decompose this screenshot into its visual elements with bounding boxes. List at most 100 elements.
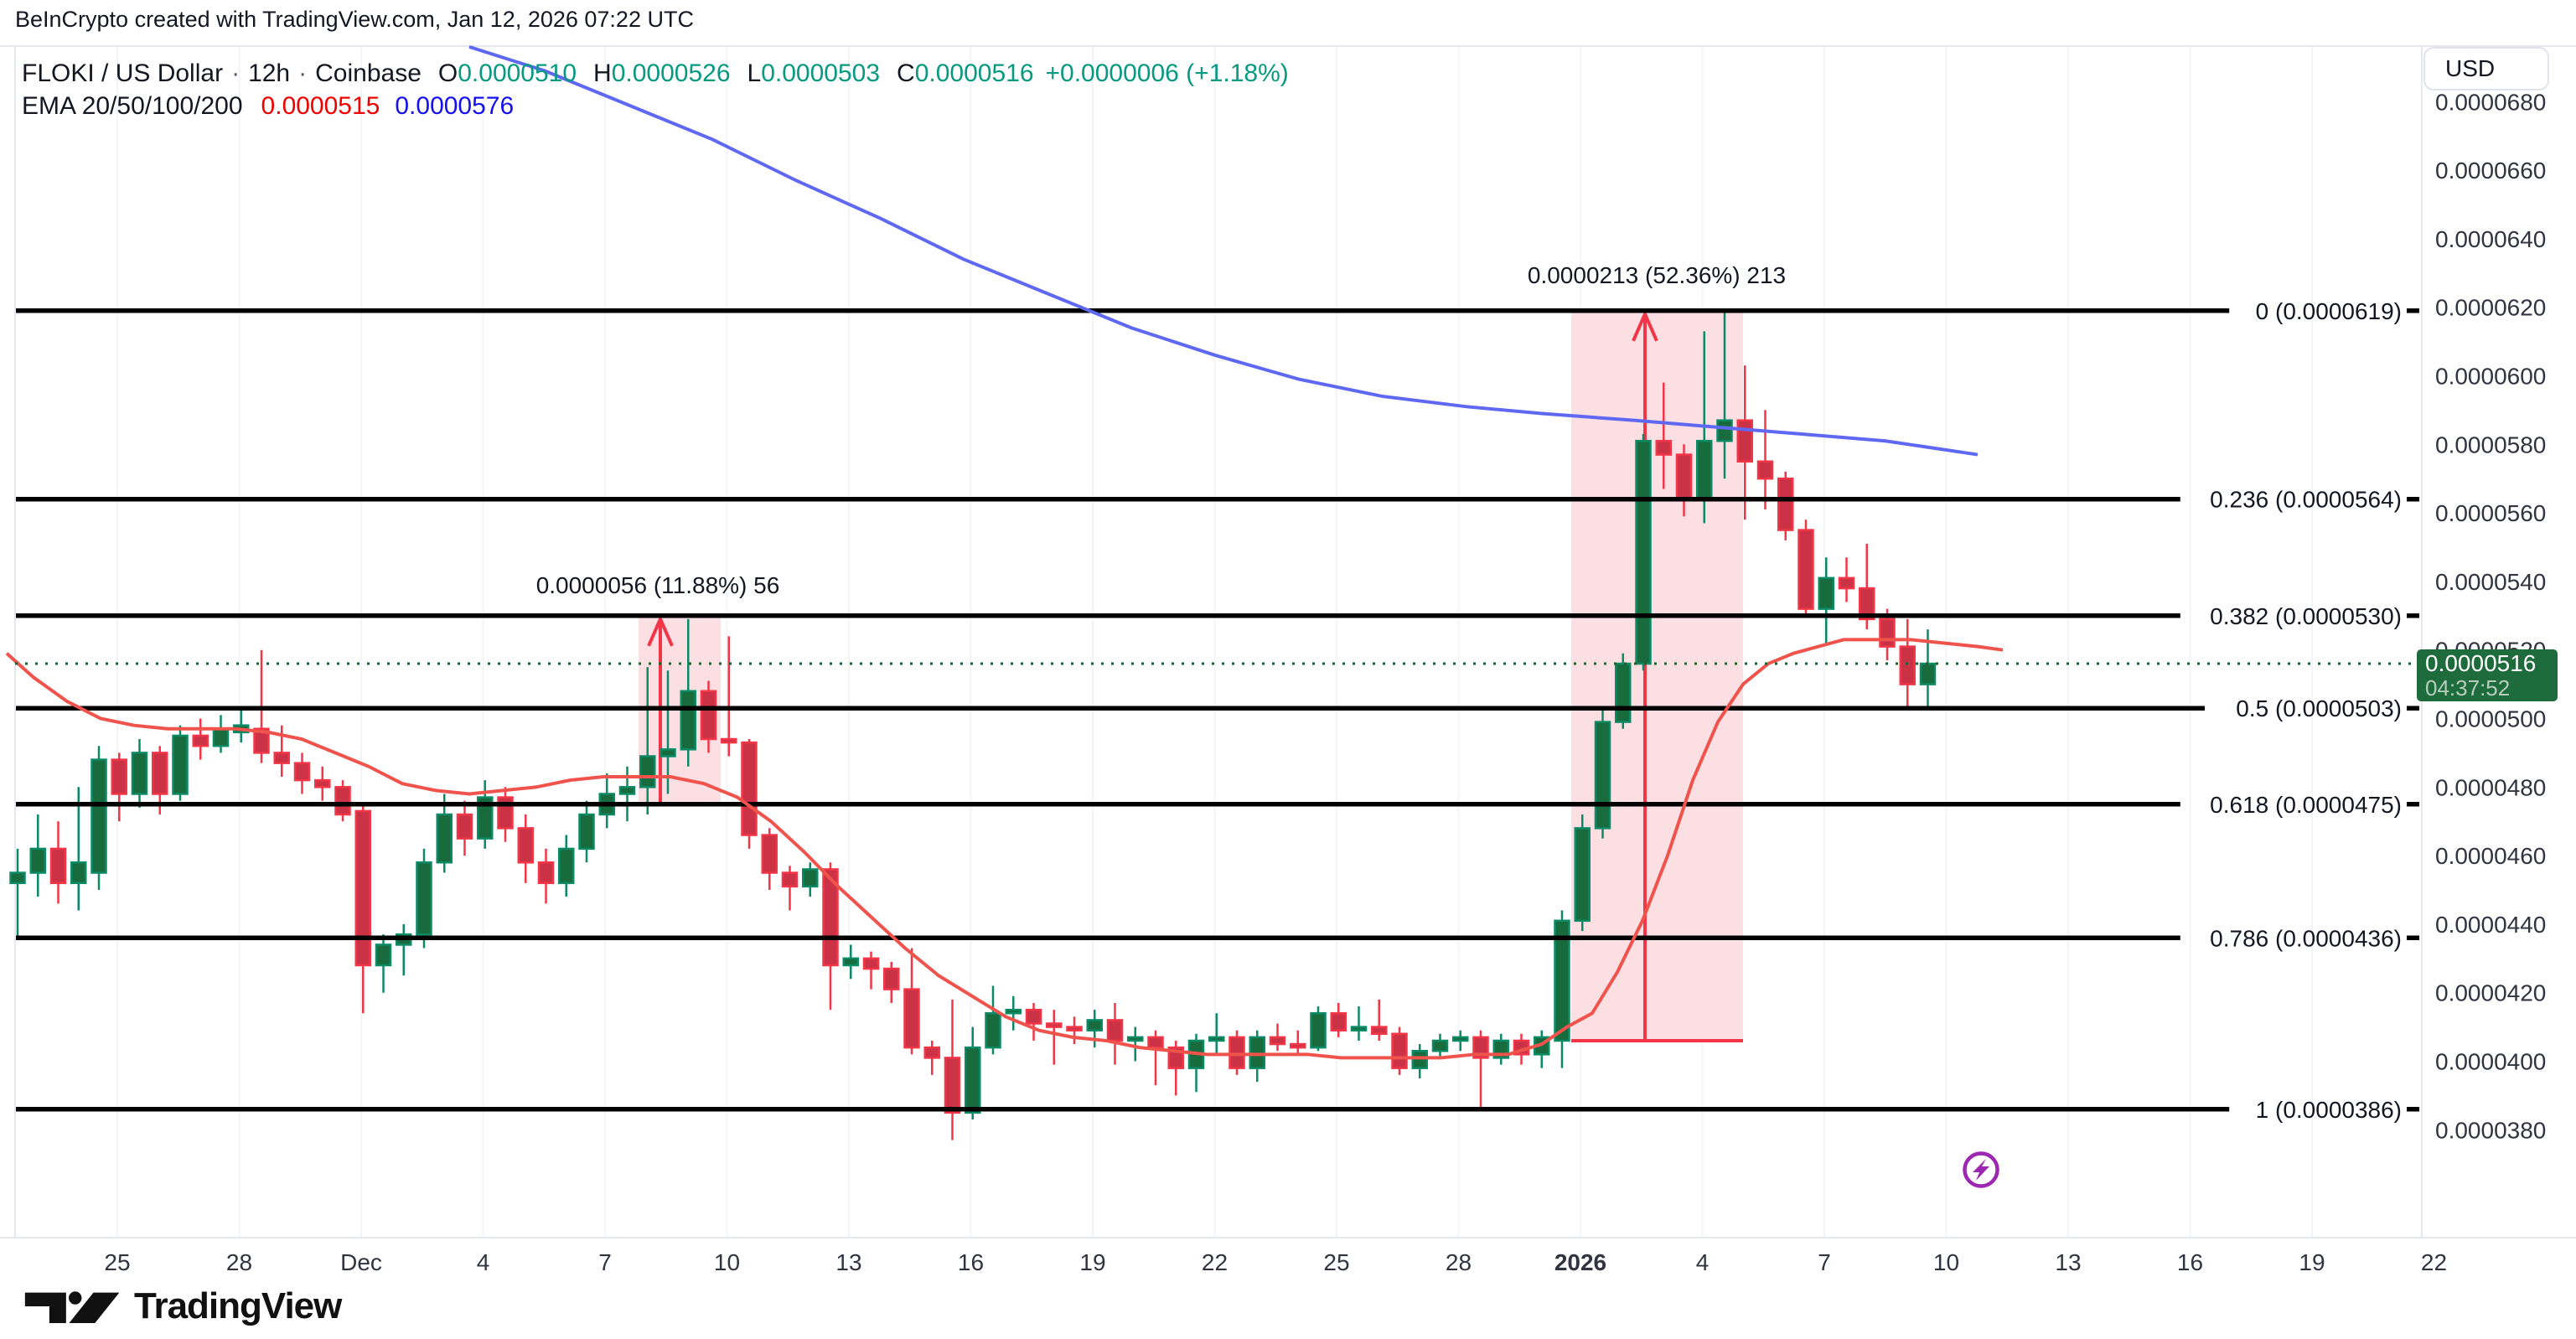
candle-body bbox=[578, 813, 595, 850]
badge-countdown: 04:37:52 bbox=[2425, 675, 2510, 701]
candle-body bbox=[965, 1046, 981, 1114]
attribution-text: BeInCrypto created with TradingView.com,… bbox=[15, 7, 694, 32]
close-value: 0.0000516 bbox=[914, 59, 1034, 87]
candle-body bbox=[1127, 1036, 1144, 1042]
price-tick-label: 0.0000480 bbox=[2435, 774, 2546, 800]
candle-body bbox=[1290, 1042, 1306, 1049]
price-axis: 0.0000680 0.0000660 0.0000640 0.0000620 0.00… bbox=[2435, 89, 2546, 1143]
symbol-title[interactable]: FLOKI / US Dollar bbox=[22, 59, 224, 87]
price-tick-label: 0.0000620 bbox=[2435, 295, 2546, 321]
price-tick-label: 0.0000540 bbox=[2435, 569, 2546, 595]
low-label: L bbox=[747, 59, 762, 87]
candle-body bbox=[436, 813, 453, 864]
price-tick-label: 0.0000600 bbox=[2435, 364, 2546, 390]
candle-body bbox=[944, 1057, 961, 1114]
candle-body bbox=[456, 813, 473, 840]
currency-label: USD bbox=[2445, 55, 2496, 81]
candle-body bbox=[1452, 1036, 1469, 1042]
candle-body bbox=[1269, 1036, 1286, 1046]
candle-body bbox=[802, 868, 819, 888]
candle-body bbox=[1554, 919, 1570, 1042]
candle-body bbox=[1615, 662, 1632, 723]
candle-body bbox=[1736, 419, 1753, 463]
fib-level-label: 0.5 (0.0000503) bbox=[2236, 695, 2402, 721]
candle-body bbox=[1818, 576, 1834, 610]
tradingview-mark-icon bbox=[24, 1291, 120, 1323]
time-tick-label: 10 bbox=[714, 1249, 740, 1275]
time-tick-label: 4 bbox=[1696, 1249, 1710, 1275]
price-tick-label: 0.0000580 bbox=[2435, 432, 2546, 458]
candle-body bbox=[416, 861, 432, 936]
measurement-label: 0.0000056 (11.88%) 56 bbox=[536, 572, 780, 598]
candle-body bbox=[639, 755, 656, 788]
candle-body bbox=[700, 690, 717, 741]
candle-body bbox=[49, 847, 67, 885]
time-tick-label: 7 bbox=[1818, 1249, 1831, 1275]
close-label: C bbox=[897, 59, 915, 87]
fib-level-label: 0.618 (0.0000475) bbox=[2210, 792, 2402, 818]
candle-body bbox=[111, 758, 127, 795]
price-tick-label: 0.0000680 bbox=[2435, 89, 2546, 115]
candle-body bbox=[1025, 1008, 1042, 1025]
tradingview-wordmark: TradingView bbox=[134, 1285, 342, 1326]
fib-level-label: 0.382 (0.0000530) bbox=[2210, 603, 2402, 629]
candle-body bbox=[273, 752, 290, 764]
candle-body bbox=[1229, 1036, 1245, 1069]
time-tick-label: 22 bbox=[1202, 1249, 1228, 1275]
ema-label[interactable]: EMA 20/50/100/200 bbox=[22, 92, 243, 120]
time-tick-label: 25 bbox=[104, 1249, 130, 1275]
ema-value-blue: 0.0000576 bbox=[395, 92, 515, 120]
candle-body bbox=[354, 809, 371, 967]
gridlines bbox=[116, 47, 2313, 1237]
candle-body bbox=[680, 690, 696, 751]
candle-body bbox=[1391, 1032, 1408, 1069]
separator: · bbox=[231, 59, 241, 87]
open-value: 0.0000510 bbox=[458, 59, 577, 87]
price-tick-label: 0.0000640 bbox=[2435, 226, 2546, 252]
time-tick-label: 13 bbox=[2055, 1249, 2081, 1275]
time-tick-label: 7 bbox=[598, 1249, 612, 1275]
fib-level-label: 0 (0.0000619) bbox=[2256, 298, 2402, 324]
candle-body bbox=[29, 847, 46, 874]
time-tick-label: 2026 bbox=[1554, 1249, 1606, 1275]
candle-body bbox=[862, 957, 880, 970]
indicator-row: EMA 20/50/100/200 0.0000515 0.0000576 bbox=[22, 90, 1289, 122]
measurement-label: 0.0000213 (52.36%) 213 bbox=[1528, 262, 1786, 288]
time-tick-label: 19 bbox=[2299, 1249, 2325, 1275]
candle-body bbox=[761, 834, 778, 874]
price-tick-label: 0.0000440 bbox=[2435, 912, 2546, 938]
fib-level-label: 1 (0.0000386) bbox=[2256, 1097, 2402, 1123]
annotations: 0.0000056 (11.88%) 56 0.0000213 (52.36%) … bbox=[536, 262, 1786, 598]
candle-body bbox=[1594, 721, 1611, 830]
candle-body bbox=[477, 796, 494, 840]
interval-label[interactable]: 12h bbox=[248, 59, 291, 87]
candle-body bbox=[1350, 1026, 1368, 1031]
high-label: H bbox=[593, 59, 612, 87]
candle-body bbox=[822, 868, 839, 967]
tradingview-logo[interactable]: TradingView bbox=[23, 1285, 342, 1327]
candle-body bbox=[1208, 1036, 1225, 1042]
candle-body bbox=[192, 734, 209, 747]
candle-body bbox=[1066, 1026, 1083, 1031]
candle-body bbox=[1431, 1039, 1449, 1052]
badge-price: 0.0000516 bbox=[2425, 650, 2536, 676]
candle-body bbox=[1005, 1008, 1022, 1015]
candle-body bbox=[70, 861, 87, 885]
time-axis: 25 28 Dec 4 7 10 13 16 19 22 25 28 2026 4 7 10 13 16 19 22 bbox=[104, 1249, 2447, 1275]
candle-body bbox=[1310, 1011, 1327, 1049]
boost-icon[interactable] bbox=[1960, 1149, 2002, 1191]
time-tick-label: 28 bbox=[1446, 1249, 1472, 1275]
candle-body bbox=[1655, 439, 1672, 456]
candle-body bbox=[1147, 1036, 1164, 1049]
candle-body bbox=[9, 871, 26, 885]
lightning-icon bbox=[1963, 1151, 1999, 1188]
candle-body bbox=[1574, 827, 1591, 923]
ema-value-red: 0.0000515 bbox=[261, 92, 380, 120]
candle-body bbox=[1838, 576, 1855, 590]
currency-toggle-button[interactable]: USD bbox=[2423, 47, 2549, 90]
measurement-boxes bbox=[639, 308, 1743, 1042]
high-value: 0.0000526 bbox=[611, 59, 731, 87]
candle-body bbox=[741, 741, 758, 836]
symbol-row: FLOKI / US Dollar · 12h · Coinbase O0.0000510… bbox=[22, 57, 1289, 90]
